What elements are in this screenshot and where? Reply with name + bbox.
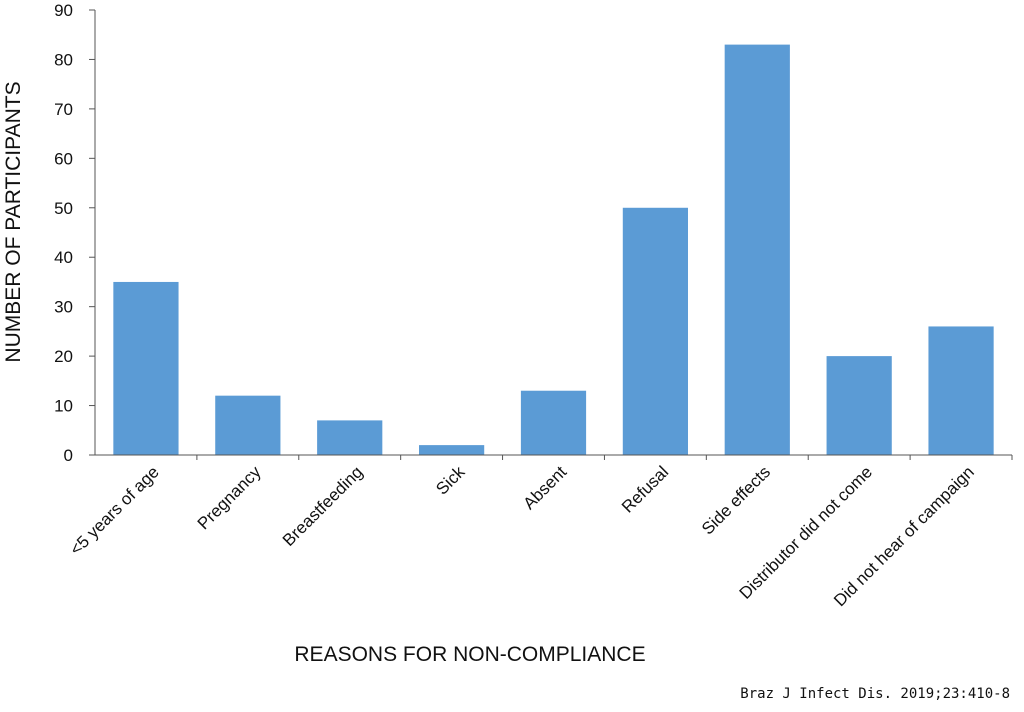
y-tick-label: 80 [54,50,73,69]
y-tick-label: 40 [54,248,73,267]
bar [317,420,383,455]
y-tick-label: 30 [54,298,73,317]
bar [215,395,281,455]
y-tick-label: 20 [54,347,73,366]
bars [113,44,994,455]
y-tick-label: 50 [54,199,73,218]
y-axis-ticks: 0 10 20 30 40 50 60 70 80 90 [54,1,95,465]
bar [826,356,892,455]
bar [113,281,179,455]
bar [724,44,790,455]
bar [419,445,485,455]
citation: Braz J Infect Dis. 2019;23:410-8 [740,686,1010,702]
y-tick-label: 10 [54,397,73,416]
bar [622,207,688,455]
y-axis-title: NUMBER OF PARTICIPANTS [2,81,25,362]
x-axis-labels: <5 years of age Pregnancy Breastfeeding Sic… [66,455,1013,610]
x-category-label: Side effects [698,462,774,538]
y-tick-label: 90 [54,1,73,20]
bar [520,390,587,455]
x-category-label: <5 years of age [66,462,163,559]
x-category-label: Absent [519,462,570,513]
x-category-label: Breastfeeding [279,462,367,550]
y-tick-label: 70 [54,100,73,119]
x-category-label: Refusal [618,462,672,516]
y-tick-label: 60 [54,149,73,168]
bar [928,326,994,455]
x-axis-title: REASONS FOR NON-COMPLIANCE [294,643,645,666]
x-category-label: Sick [432,462,468,498]
x-category-label: Pregnancy [194,462,265,533]
y-tick-label: 0 [64,446,73,465]
